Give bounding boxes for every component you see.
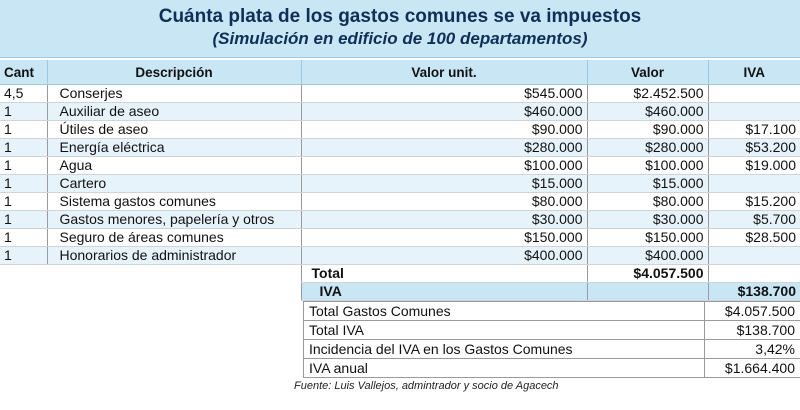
cell-iva	[707, 84, 800, 103]
cell-descripcion: Seguro de áreas comunes	[46, 228, 301, 247]
cell-valor-unit: $150.000	[300, 228, 587, 247]
summary-row: Total Gastos Comunes $4.057.500	[303, 301, 800, 321]
summary-table: Total Gastos Comunes $4.057.500 Total IVA $…	[303, 301, 800, 378]
table-row: 1 Auxiliar de aseo $460.000 $460.000	[0, 102, 800, 121]
cell-iva	[707, 174, 800, 193]
summary-value: $138.700	[704, 320, 800, 340]
summary-label: Incidencia del IVA en los Gastos Comunes	[303, 339, 705, 359]
table-row: 4,5 Conserjes $545.000 $2.452.500	[0, 84, 800, 103]
total-spacer	[0, 264, 301, 283]
page-subtitle: (Simulación en edificio de 100 departame…	[212, 29, 588, 48]
table-row: 1 Seguro de áreas comunes $150.000 $150.000…	[0, 228, 800, 247]
summary-label: IVA anual	[303, 358, 705, 378]
cell-valor-unit: $100.000	[300, 156, 587, 175]
expenses-table: Cant Descripción Valor unit. Valor IVA 4…	[0, 60, 800, 301]
cell-descripcion: Auxiliar de aseo	[46, 102, 301, 121]
cell-valor: $15.000	[586, 174, 708, 193]
cell-cant: 4,5	[0, 84, 47, 103]
table-row: 1 Gastos menores, papelería y otros $30.00…	[0, 210, 800, 229]
cell-valor-unit: $545.000	[300, 84, 587, 103]
table-row: 1 Honorarios de administrador $400.000 $400…	[0, 246, 800, 265]
header-cant: Cant	[0, 60, 47, 85]
cell-valor: $100.000	[586, 156, 708, 175]
table-body: 4,5 Conserjes $545.000 $2.452.500 1 Auxiliar …	[0, 84, 800, 265]
header-descripcion: Descripción	[46, 60, 301, 85]
cell-cant: 1	[0, 210, 47, 229]
table-row: 1 Sistema gastos comunes $80.000 $80.000 $15…	[0, 192, 800, 211]
cell-valor: $280.000	[586, 138, 708, 157]
cell-valor-unit: $80.000	[300, 192, 587, 211]
summary-value: $1.664.400	[704, 358, 800, 378]
cell-iva: $15.200	[707, 192, 800, 211]
cell-cant: 1	[0, 192, 47, 211]
cell-valor-unit: $400.000	[300, 246, 587, 265]
summary-row: Incidencia del IVA en los Gastos Comunes…	[303, 339, 800, 359]
title-band: Cuánta plata de los gastos comunes se va…	[0, 0, 800, 58]
table-row: 1 Agua $100.000 $100.000 $19.000	[0, 156, 800, 175]
cell-valor-unit: $460.000	[300, 102, 587, 121]
cell-descripcion: Cartero	[46, 174, 301, 193]
cell-valor: $80.000	[586, 192, 708, 211]
total-value: $4.057.500	[586, 264, 708, 283]
total-row: Total $4.057.500	[0, 264, 800, 283]
summary-label: Total IVA	[303, 320, 705, 340]
iva-value: $138.700	[707, 282, 800, 301]
cell-cant: 1	[0, 156, 47, 175]
cell-valor: $30.000	[586, 210, 708, 229]
cell-valor-unit: $280.000	[300, 138, 587, 157]
cell-valor: $400.000	[586, 246, 708, 265]
table-header-row: Cant Descripción Valor unit. Valor IVA	[0, 60, 800, 85]
total-label: Total	[300, 264, 587, 283]
summary-row: Total IVA $138.700	[303, 320, 800, 340]
table-row: 1 Útiles de aseo $90.000 $90.000 $17.100	[0, 120, 800, 139]
header-valor-unit: Valor unit.	[300, 60, 587, 85]
cell-cant: 1	[0, 138, 47, 157]
iva-label: IVA	[300, 282, 587, 301]
summary-row: IVA anual $1.664.400	[303, 358, 800, 378]
cell-iva: $17.100	[707, 120, 800, 139]
cell-iva: $19.000	[707, 156, 800, 175]
cell-iva: $5.700	[707, 210, 800, 229]
cell-cant: 1	[0, 174, 47, 193]
cell-iva	[707, 102, 800, 121]
cell-cant: 1	[0, 246, 47, 265]
cell-valor: $460.000	[586, 102, 708, 121]
cell-iva: $53.200	[707, 138, 800, 157]
cell-iva: $28.500	[707, 228, 800, 247]
cell-valor: $2.452.500	[586, 84, 708, 103]
iva-row: IVA $138.700	[0, 282, 800, 301]
cell-descripcion: Útiles de aseo	[46, 120, 301, 139]
cell-cant: 1	[0, 120, 47, 139]
cell-iva	[707, 246, 800, 265]
cell-descripcion: Energía eléctrica	[46, 138, 301, 157]
header-valor: Valor	[586, 60, 708, 85]
cell-valor: $90.000	[586, 120, 708, 139]
cell-descripcion: Gastos menores, papelería y otros	[46, 210, 301, 229]
page-title: Cuánta plata de los gastos comunes se va…	[158, 6, 642, 27]
cell-descripcion: Agua	[46, 156, 301, 175]
source-note: Fuente: Luis Vallejos, admintrador y soc…	[294, 380, 559, 392]
iva-spacer	[0, 282, 301, 301]
table-row: 1 Cartero $15.000 $15.000	[0, 174, 800, 193]
cell-valor-unit: $30.000	[300, 210, 587, 229]
cell-valor-unit: $15.000	[300, 174, 587, 193]
iva-mid	[586, 282, 708, 301]
total-iva-empty	[707, 264, 800, 283]
summary-value: 3,42%	[704, 339, 800, 359]
cell-valor-unit: $90.000	[300, 120, 587, 139]
cell-descripcion: Conserjes	[46, 84, 301, 103]
cell-descripcion: Honorarios de administrador	[46, 246, 301, 265]
summary-label: Total Gastos Comunes	[303, 301, 705, 321]
cell-cant: 1	[0, 102, 47, 121]
cell-valor: $150.000	[586, 228, 708, 247]
cell-descripcion: Sistema gastos comunes	[46, 192, 301, 211]
cell-cant: 1	[0, 228, 47, 247]
table-row: 1 Energía eléctrica $280.000 $280.000 $53.20…	[0, 138, 800, 157]
header-iva: IVA	[707, 60, 800, 85]
summary-value: $4.057.500	[704, 301, 800, 321]
summary-body: Total Gastos Comunes $4.057.500 Total IVA $…	[303, 301, 800, 378]
